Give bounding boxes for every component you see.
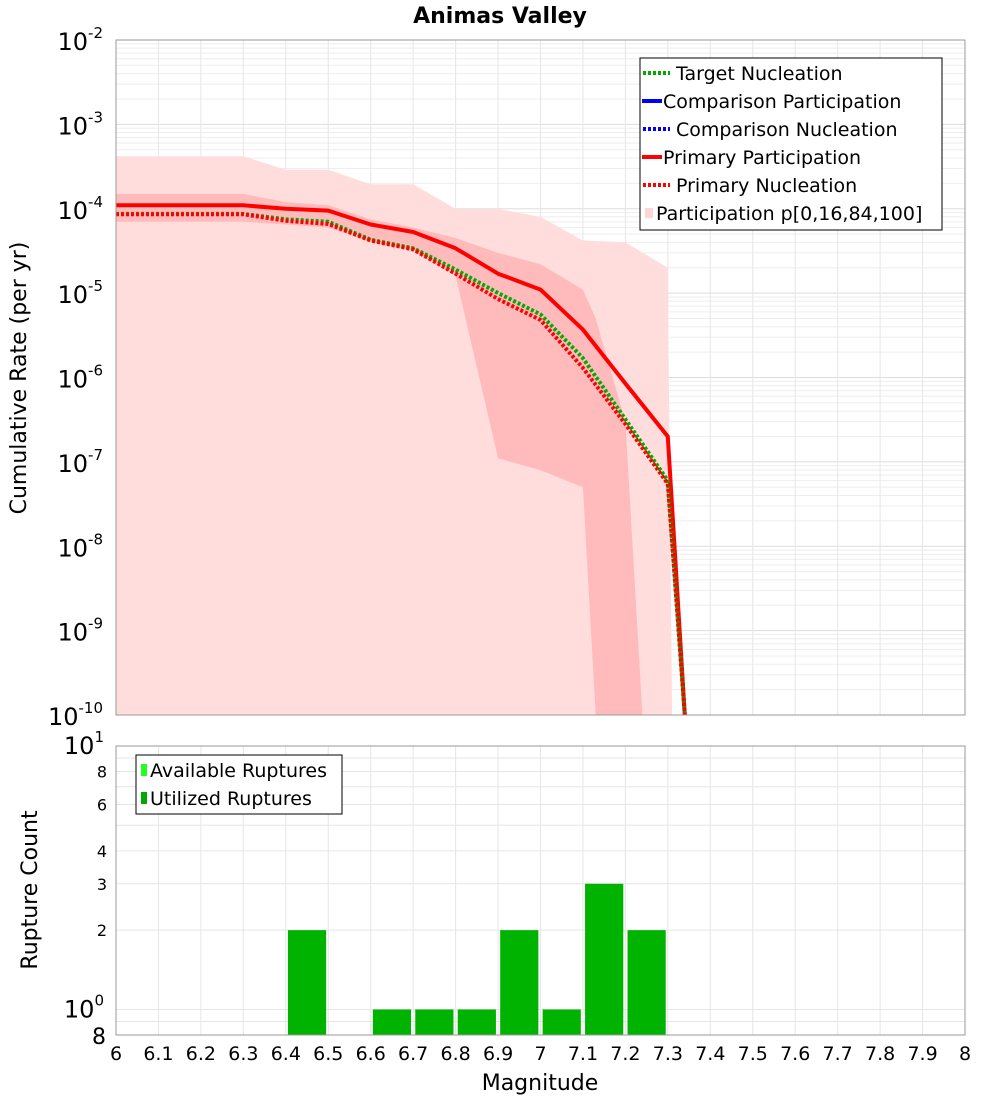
top-y-tick-labels: 10-10 10-9 10-8 10-7 10-6 10-5 10-4 10-3 10-2 [48,24,103,731]
x-tick-label: 6.6 [356,1043,386,1065]
x-tick-label: 7.2 [610,1043,640,1065]
band-p16-p84 [116,193,643,715]
x-tick-label: 6 [110,1043,122,1065]
bottom-y-tick-label: 6 [97,795,107,814]
bottom-y-tick-label: 8 [92,1025,106,1050]
bottom-y-tick-label: 2 [97,921,107,940]
series-lines [116,203,687,716]
top-legend: Target Nucleation Comparison Participatio… [639,57,943,231]
bottom-legend: Available Ruptures Utilized Ruptures [135,754,343,815]
bar [542,1009,581,1035]
chart-title: Animas Valley [413,4,587,29]
bars [287,883,666,1035]
bottom-plot-border [115,745,966,1036]
top-y-tick-label: 10-2 [57,24,103,56]
top-y-tick-label: 10-7 [57,446,103,478]
legend-label: Primary Nucleation [676,175,857,197]
series-primary-participation [116,203,687,716]
x-tick-label: 7 [534,1043,546,1065]
bar [372,1009,412,1035]
x-tick-label: 6.5 [313,1043,343,1065]
legend-label: Target Nucleation [675,63,843,85]
bottom-y-major-label: 101 [64,728,104,760]
bottom-y-tick-label: 4 [97,842,107,861]
x-tick-label: 7.5 [738,1043,768,1065]
x-tick-label: 7.4 [695,1043,725,1065]
x-tick-label: 7.6 [780,1043,810,1065]
x-tick-label: 6.3 [228,1043,258,1065]
legend-swatch [141,792,147,804]
top-y-tick-label: 10-4 [57,193,103,225]
top-y-axis-label: Cumulative Rate (per yr) [7,242,32,515]
legend-label: Utilized Ruptures [150,788,312,810]
top-y-tick-label: 10-10 [48,699,103,731]
x-tick-label: 7.8 [865,1043,895,1065]
x-tick-label: 6.8 [440,1043,470,1065]
legend-label: Available Ruptures [150,760,327,782]
x-tick-label: 7.9 [907,1043,937,1065]
x-tick-labels: 6 6.1 6.2 6.3 6.4 6.5 6.6 6.7 6.8 6.9 7 7.1 7.2 7.3 7.… [110,1043,971,1065]
x-tick-label: 8 [959,1043,971,1065]
top-legend-box [639,57,943,231]
bottom-y-major-label: 100 [64,991,104,1023]
x-tick-label: 6.9 [483,1043,513,1065]
bottom-legend-box [135,754,343,815]
legend-swatch [645,208,653,218]
x-tick-label: 6.7 [398,1043,428,1065]
bottom-y-tick-label: 3 [97,875,107,894]
legend-swatch [141,764,147,776]
top-y-tick-label: 10-8 [57,530,103,562]
series-primary-nucleation [116,212,687,716]
x-tick-label: 6.2 [186,1043,216,1065]
legend-label: Comparison Participation [663,91,901,113]
percentile-bands [116,156,673,715]
top-y-tick-label: 10-3 [57,108,103,140]
x-tick-label: 6.1 [143,1043,173,1065]
top-y-tick-label: 10-5 [57,277,103,309]
bar [585,883,624,1035]
legend-label: Participation p[0,16,84,100] [656,203,922,225]
top-y-tick-label: 10-6 [57,362,103,394]
x-tick-label: 7.3 [653,1043,683,1065]
x-tick-label: 7.7 [823,1043,853,1065]
legend-label: Comparison Nucleation [676,119,898,141]
x-axis-label: Magnitude [482,1071,599,1096]
bar [457,1009,496,1035]
bar [415,1009,454,1035]
bar [287,930,327,1035]
legend-label: Primary Participation [663,147,861,169]
x-tick-label: 6.4 [271,1043,301,1065]
bar [500,930,539,1035]
top-y-tick-label: 10-9 [57,615,103,647]
bottom-y-axis-label: Rupture Count [18,810,43,970]
bottom-y-tick-label: 8 [97,763,107,782]
top-plot-border [115,39,966,716]
bar [627,930,666,1035]
x-tick-label: 7.1 [568,1043,598,1065]
